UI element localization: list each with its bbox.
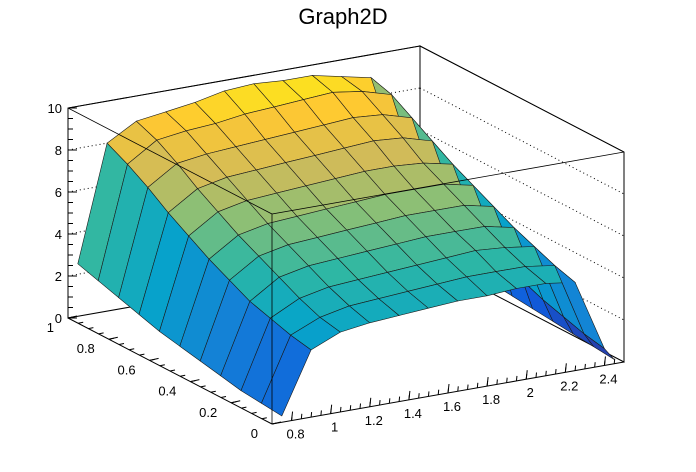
y-minor-tick xyxy=(118,343,125,345)
x-tick-label: 1.6 xyxy=(443,399,461,414)
x-minor-tick xyxy=(594,362,596,368)
x-minor-tick xyxy=(467,384,469,390)
x-minor-tick xyxy=(496,379,498,385)
chart-title: Graph2D xyxy=(298,4,387,29)
x-minor-tick xyxy=(603,360,606,366)
x-minor-tick xyxy=(398,396,401,402)
x-minor-tick xyxy=(447,387,449,394)
y-tick-label: 0.6 xyxy=(118,362,136,377)
y-tick-label: 0.8 xyxy=(77,341,95,356)
top-right-edge xyxy=(419,45,625,153)
x-minor-tick xyxy=(515,375,518,381)
x-minor-tick xyxy=(574,365,577,371)
y-minor-tick xyxy=(88,327,94,330)
y-minor-tick xyxy=(241,406,247,409)
y-minor-tick xyxy=(108,337,114,340)
x-minor-tick xyxy=(555,369,557,375)
x-minor-tick xyxy=(300,413,303,419)
x-minor-tick xyxy=(330,408,332,414)
x-minor-tick xyxy=(349,405,352,411)
x-minor-tick xyxy=(613,358,616,364)
x-minor-tick xyxy=(388,398,391,404)
y-minor-tick xyxy=(271,422,278,425)
x-minor-tick xyxy=(437,389,440,395)
y-minor-tick xyxy=(139,353,145,356)
x-minor-tick xyxy=(525,374,528,380)
x-tick-label: 2 xyxy=(527,385,534,400)
x-minor-tick xyxy=(457,386,459,392)
x-tick-label: 1.4 xyxy=(404,406,422,421)
y-minor-tick xyxy=(149,358,155,361)
x-tick-label: 2.2 xyxy=(560,378,578,393)
x-minor-tick xyxy=(506,377,508,383)
z-tick-label: 10 xyxy=(48,101,62,116)
y-minor-tick xyxy=(251,411,257,414)
y-minor-tick xyxy=(180,374,186,377)
x-minor-tick xyxy=(310,412,313,418)
z-tick-label: 4 xyxy=(55,227,62,242)
y-minor-tick xyxy=(261,417,267,420)
x-minor-tick xyxy=(379,400,381,406)
x-minor-tick xyxy=(291,415,293,421)
x-minor-tick xyxy=(535,372,537,378)
x-tick-label: 2.4 xyxy=(599,371,617,386)
x-minor-tick xyxy=(339,406,342,412)
y-tick-label: 0 xyxy=(251,426,258,441)
x-minor-tick xyxy=(486,381,489,387)
y-minor-tick xyxy=(200,385,206,388)
y-minor-tick xyxy=(210,390,216,393)
x-minor-tick xyxy=(369,401,371,407)
surface-cell xyxy=(583,333,615,360)
y-tick-label: 0.2 xyxy=(199,405,217,420)
y-minor-tick xyxy=(98,332,104,335)
x-minor-tick xyxy=(476,382,479,388)
x-minor-tick xyxy=(427,391,430,397)
y-minor-tick xyxy=(231,401,237,404)
x-minor-tick xyxy=(418,393,420,399)
y-minor-tick xyxy=(129,348,135,351)
x-minor-tick xyxy=(408,394,410,400)
x-tick-label: 1.8 xyxy=(482,392,500,407)
z-tick-label: 2 xyxy=(55,269,62,284)
z-tick-label: 8 xyxy=(55,143,62,158)
x-minor-tick xyxy=(564,367,567,373)
surface-mesh xyxy=(77,75,615,417)
y-tick-label: 1 xyxy=(47,320,54,335)
x-tick-label: 1.2 xyxy=(365,413,383,428)
z-tick-label: 6 xyxy=(55,185,62,200)
y-minor-tick xyxy=(190,380,196,383)
x-minor-tick xyxy=(545,370,547,376)
axes: 0.8 1 1.2 1.4 1.6 1.8 2 2.2 2.400.20.40.60.81024… xyxy=(47,45,625,442)
top-left-edge xyxy=(67,107,273,215)
top-front-edge xyxy=(271,151,625,215)
y-minor-tick xyxy=(159,364,165,367)
y-minor-tick xyxy=(169,369,176,372)
y-tick-label: 0.4 xyxy=(158,384,176,399)
x-tick-label: 0.8 xyxy=(287,427,305,442)
y-minor-tick xyxy=(220,396,227,398)
z-tick-label: 0 xyxy=(55,311,62,326)
x-tick-label: 1 xyxy=(331,420,338,435)
x-minor-tick xyxy=(320,410,322,416)
x-minor-tick xyxy=(584,363,586,369)
y-minor-tick xyxy=(78,321,84,324)
top-back-edge xyxy=(67,45,421,109)
x-minor-tick xyxy=(359,403,361,409)
